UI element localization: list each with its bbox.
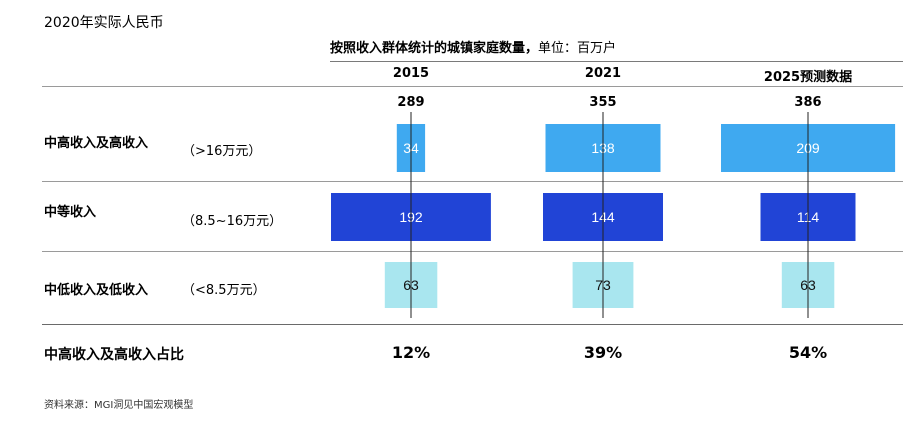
row-divider-2 [42, 251, 903, 252]
share-rule [42, 324, 903, 325]
chart-title: 按照收入群体统计的城镇家庭数量，单位：百万户 [330, 37, 616, 56]
total-2021: 355 [589, 95, 617, 110]
share-2015: 12% [391, 343, 431, 362]
row-divider-1 [42, 181, 903, 182]
column-header-rule [42, 86, 903, 87]
column-header-2021: 2021 [584, 66, 622, 81]
source-note: 资料来源：MGI洞见中国宏观模型 [44, 400, 194, 411]
range-label-low: （<8.5万元） [182, 283, 266, 298]
currency-note: 2020年实际人民币 [44, 15, 164, 31]
total-2015: 289 [397, 95, 425, 110]
total-2025: 386 [794, 95, 822, 110]
share-label: 中高收入及高收入占比 [44, 347, 184, 363]
column-header-2025: 2025预测数据 [763, 70, 853, 85]
range-label-middle: （8.5~16万元） [182, 214, 283, 229]
chart-unit-note: 单位：百万户 [538, 41, 617, 56]
header-rule [330, 61, 903, 62]
share-2021: 39% [583, 343, 623, 362]
share-2025: 54% [788, 343, 828, 362]
column-header-2015: 2015 [392, 66, 430, 81]
range-label-high: （>16万元） [182, 144, 262, 159]
category-label-low: 中低收入及低收入 [44, 283, 149, 298]
category-label-middle: 中等收入 [44, 205, 97, 220]
category-label-high: 中高收入及高收入 [44, 136, 149, 151]
chart-title-text: 按照收入群体统计的城镇家庭数量， [330, 41, 539, 56]
